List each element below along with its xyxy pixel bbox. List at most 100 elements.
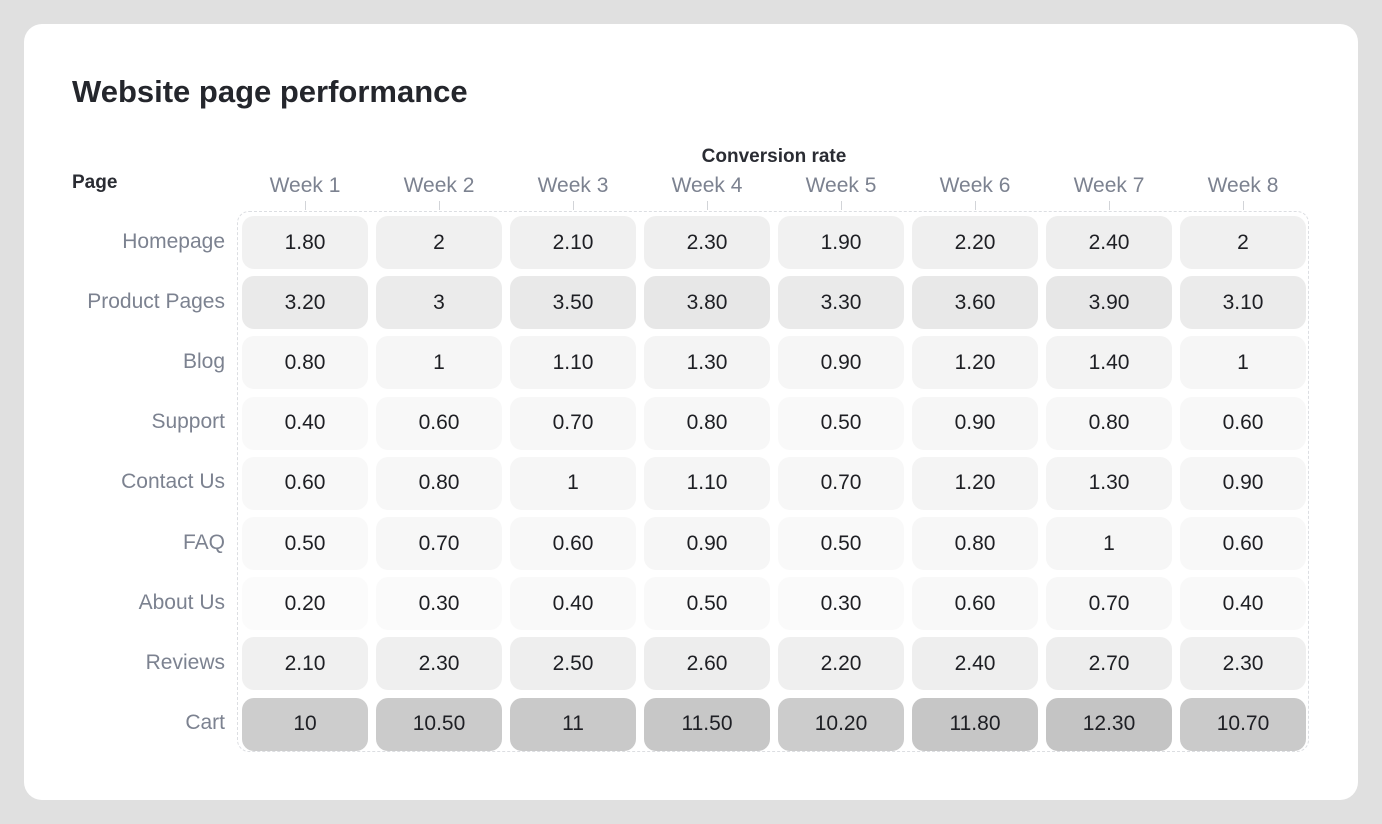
heatmap-cell: 1.40 [1046, 336, 1172, 390]
heatmap-cell: 2.10 [510, 216, 636, 269]
heatmap-cell: 2.30 [1180, 637, 1306, 691]
heatmap-cell: 1.10 [644, 456, 770, 510]
column-label: Week 7 [1073, 174, 1145, 197]
heatmap-cell: 1.10 [510, 336, 636, 390]
heatmap-cell: 0.60 [376, 396, 502, 450]
heatmap-cell: 0.80 [644, 396, 770, 450]
heatmap-cell: 0.40 [1180, 577, 1306, 631]
heatmap-cell: 2.30 [644, 216, 770, 269]
heatmap-cell: 10 [242, 697, 368, 751]
heatmap-cell: 0.70 [510, 396, 636, 450]
heatmap-cell: 12.30 [1046, 697, 1172, 751]
heatmap-cell: 1 [1046, 517, 1172, 570]
column-tick [841, 201, 842, 210]
heatmap-frame [237, 211, 1309, 752]
heatmap-cell: 0.60 [912, 577, 1038, 631]
heatmap-cell: 3.10 [1180, 276, 1306, 330]
row-label: Blog [182, 349, 225, 373]
column-tick [1243, 201, 1244, 210]
heatmap-cell: 0.30 [778, 577, 904, 631]
row-label: Reviews [145, 650, 225, 674]
row-label: Support [151, 410, 225, 434]
heatmap-cell: 0.50 [644, 577, 770, 631]
heatmap-cell: 0.80 [376, 456, 502, 510]
column-label: Week 2 [403, 174, 475, 197]
heatmap-cell: 0.50 [778, 517, 904, 570]
row-label: FAQ [182, 530, 225, 554]
heatmap-cell: 0.70 [1046, 577, 1172, 631]
heatmap-cell: 0.50 [778, 396, 904, 450]
column-label: Week 1 [269, 174, 341, 197]
heatmap-cell: 0.40 [242, 396, 368, 450]
heatmap-cell: 10.70 [1180, 697, 1306, 751]
heatmap-cell: 2 [1180, 216, 1306, 269]
heatmap-cell: 1.30 [644, 336, 770, 390]
row-label: Contact Us [121, 470, 225, 494]
heatmap-cell: 11.50 [644, 697, 770, 751]
heatmap-cell: 3.90 [1046, 276, 1172, 330]
heatmap-cell: 3.50 [510, 276, 636, 330]
heatmap-cell: 0.60 [510, 517, 636, 570]
heatmap-cell: 1.90 [778, 216, 904, 269]
column-label: Week 8 [1207, 174, 1279, 197]
column-tick [975, 201, 976, 210]
heatmap-cell: 1.20 [912, 336, 1038, 390]
column-tick [573, 201, 574, 210]
heatmap-cell: 3.60 [912, 276, 1038, 330]
column-tick [305, 201, 306, 210]
heatmap-cell: 3.30 [778, 276, 904, 330]
row-label: Homepage [122, 229, 225, 253]
heatmap-cell: 0.20 [242, 577, 368, 631]
heatmap-cell: 3.80 [644, 276, 770, 330]
heatmap-cell: 1.80 [242, 216, 368, 269]
heatmap-cell: 10.20 [778, 697, 904, 751]
heatmap-cell: 1 [510, 456, 636, 510]
heatmap-cell: 1 [376, 336, 502, 390]
heatmap-cell: 0.90 [912, 396, 1038, 450]
heatmap-cell: 1.20 [912, 456, 1038, 510]
row-label: Product Pages [87, 289, 225, 313]
column-label: Week 6 [939, 174, 1011, 197]
heatmap-cell: 2.70 [1046, 637, 1172, 691]
heatmap-cell: 0.40 [510, 577, 636, 631]
heatmap-cell: 0.70 [376, 517, 502, 570]
column-tick [439, 201, 440, 210]
heatmap-cell: 2.50 [510, 637, 636, 691]
heatmap-cell: 0.60 [1180, 517, 1306, 570]
heatmap-cell: 0.80 [1046, 396, 1172, 450]
column-label: Week 5 [805, 174, 877, 197]
column-label: Week 3 [537, 174, 609, 197]
heatmap-cell: 0.90 [778, 336, 904, 390]
heatmap-cell: 11.80 [912, 697, 1038, 751]
heatmap-cell: 3.20 [242, 276, 368, 330]
heatmap-cell: 0.90 [1180, 456, 1306, 510]
y-axis-title: Page [72, 172, 118, 193]
heatmap-cell: 2.20 [912, 216, 1038, 269]
heatmap-cell: 0.80 [242, 336, 368, 390]
heatmap-cell: 1.30 [1046, 456, 1172, 510]
heatmap-cell: 11 [510, 697, 636, 751]
row-label: About Us [138, 590, 225, 614]
column-tick [707, 201, 708, 210]
column-tick [1109, 201, 1110, 210]
heatmap-cell: 0.80 [912, 517, 1038, 570]
heatmap-cell: 2.60 [644, 637, 770, 691]
heatmap-cell: 2.20 [778, 637, 904, 691]
heatmap-cell: 0.60 [242, 456, 368, 510]
heatmap-cell: 2.40 [1046, 216, 1172, 269]
heatmap-cell: 0.70 [778, 456, 904, 510]
heatmap-cell: 10.50 [376, 697, 502, 751]
heatmap-cell: 0.30 [376, 577, 502, 631]
heatmap-cell: 0.90 [644, 517, 770, 570]
heatmap-cell: 3 [376, 276, 502, 330]
heatmap-cell: 2.40 [912, 637, 1038, 691]
heatmap-cell: 0.60 [1180, 396, 1306, 450]
heatmap-cell: 2 [376, 216, 502, 269]
x-axis-title: Conversion rate [701, 146, 847, 167]
heatmap-cell: 2.30 [376, 637, 502, 691]
row-label: Cart [185, 711, 225, 735]
heatmap-cell: 0.50 [242, 517, 368, 570]
column-label: Week 4 [671, 174, 743, 197]
chart-title: Website page performance [72, 74, 468, 109]
heatmap-cell: 1 [1180, 336, 1306, 390]
